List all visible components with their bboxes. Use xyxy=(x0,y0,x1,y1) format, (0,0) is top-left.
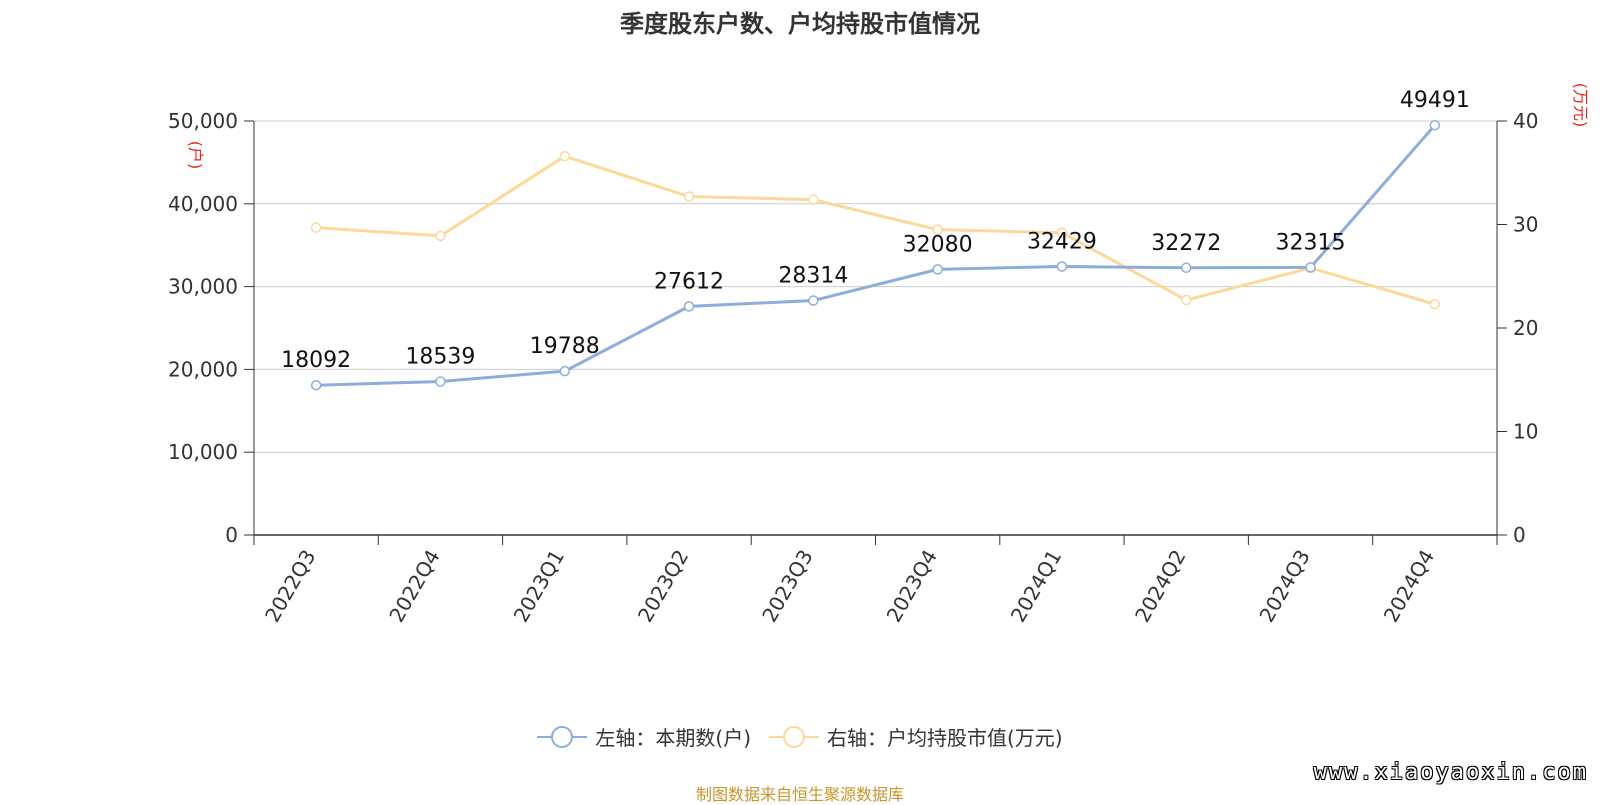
data-point-right xyxy=(932,224,943,235)
data-label: 32429 xyxy=(1027,229,1097,254)
data-point-left xyxy=(435,376,446,387)
data-point-left xyxy=(310,379,322,391)
right-axis-tick-label: 0 xyxy=(1513,523,1526,547)
x-axis-category-label: 2023Q3 xyxy=(757,546,817,627)
legend-item-right-series[interactable]: 右轴：户均持股市值(万元) xyxy=(769,722,1063,751)
series-line-right xyxy=(316,154,1436,306)
data-point-left xyxy=(1429,119,1441,131)
legend-line-circle-icon xyxy=(769,725,819,748)
x-axis-category-label: 2022Q4 xyxy=(384,546,444,627)
data-point-right xyxy=(310,222,322,233)
right-axis-tick-label: 40 xyxy=(1513,109,1538,133)
series-line-left xyxy=(316,124,1436,387)
data-source-note: 制图数据来自恒生聚源数据库 xyxy=(695,785,904,804)
right-axis-unit: (万元) xyxy=(1571,83,1590,128)
data-label: 19788 xyxy=(530,334,600,359)
legend-label-right-series: 右轴：户均持股市值(万元) xyxy=(827,726,1063,750)
data-point-left xyxy=(1056,261,1068,272)
left-axis-tick-label: 0 xyxy=(225,523,238,547)
data-label: 27612 xyxy=(654,269,724,294)
data-label: 18539 xyxy=(405,344,475,369)
data-point-left xyxy=(683,301,695,312)
data-point-left xyxy=(1181,262,1192,274)
right-axis-tick-label: 10 xyxy=(1513,420,1538,444)
x-axis-category-label: 2024Q2 xyxy=(1130,546,1190,627)
left-axis-unit: (户) xyxy=(186,141,205,170)
left-axis-tick-label: 20,000 xyxy=(168,357,238,381)
legend-label-left-series: 左轴：本期数(户) xyxy=(595,726,751,750)
data-point-right xyxy=(1429,298,1441,310)
chart-title: 季度股东户数、户均持股市值情况 xyxy=(620,10,980,38)
data-point-left xyxy=(808,295,819,306)
data-point-right xyxy=(1056,227,1068,239)
left-axis-tick-label: 50,000 xyxy=(168,109,238,133)
watermark: www.xiaoyaoxin.com xyxy=(1313,760,1588,785)
data-label: 18092 xyxy=(281,348,351,373)
left-axis-tick-label: 30,000 xyxy=(168,275,238,299)
data-point-right xyxy=(683,191,695,202)
x-axis-category-label: 2023Q2 xyxy=(633,546,693,627)
data-label: 49491 xyxy=(1400,88,1470,113)
data-label: 32272 xyxy=(1151,231,1221,256)
x-axis-category-label: 2024Q3 xyxy=(1254,546,1314,627)
data-point-right xyxy=(435,230,446,242)
x-axis-category-label: 2022Q3 xyxy=(260,546,320,627)
x-axis-category-label: 2023Q1 xyxy=(509,546,569,627)
data-label: 32315 xyxy=(1276,230,1346,255)
chart-legend: 左轴：本期数(户) 右轴：户均持股市值(万元) xyxy=(0,722,1600,751)
x-axis-category-label: 2023Q4 xyxy=(882,546,942,627)
data-point-right xyxy=(808,194,819,205)
legend-line-circle-icon xyxy=(537,725,588,748)
data-label: 28314 xyxy=(778,264,848,289)
legend-item-left-series[interactable]: 左轴：本期数(户) xyxy=(537,722,751,751)
data-point-left xyxy=(559,365,570,377)
data-point-left xyxy=(1305,262,1316,273)
x-axis-category-label: 2024Q1 xyxy=(1006,546,1066,627)
right-axis-tick-label: 30 xyxy=(1513,213,1538,237)
data-point-right xyxy=(559,150,570,162)
data-label: 32080 xyxy=(903,232,973,257)
left-axis-tick-label: 40,000 xyxy=(168,192,238,216)
left-axis-tick-label: 10,000 xyxy=(168,440,238,464)
x-axis-category-label: 2024Q4 xyxy=(1379,546,1439,627)
data-point-right xyxy=(1181,294,1192,306)
right-axis-tick-label: 20 xyxy=(1513,316,1538,340)
data-point-left xyxy=(932,264,943,275)
